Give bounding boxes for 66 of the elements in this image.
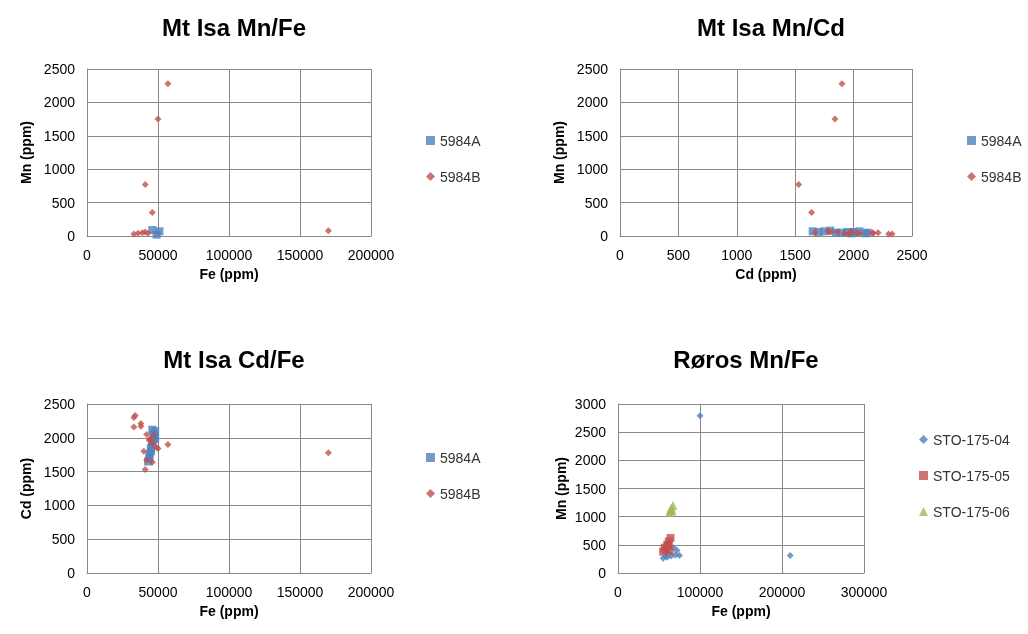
x-tick-label: 2000 [838,247,870,263]
legend-label: 5984B [440,485,481,502]
x-axis-title: Cd (ppm) [735,265,797,282]
x-axis-title: Fe (ppm) [711,602,771,619]
y-tick-label: 2000 [43,429,76,446]
y-tick-label: 1000 [576,161,609,178]
x-tick-label: 0 [614,584,623,600]
y-tick-label: 500 [51,194,76,211]
x-tick-label: 0 [616,247,625,263]
y-tick-label: 1500 [574,480,607,497]
x-tick-label: 50000 [138,584,178,600]
x-tick-label: 300000 [840,584,888,600]
legend-label: 5984A [440,449,482,466]
legend-label: STO-175-06 [933,503,1010,520]
y-axis-title: Mn (ppm) [17,121,34,184]
x-tick-label: 50000 [138,247,178,263]
y-tick-label: 1000 [43,497,76,514]
y-tick-label: 1000 [43,161,76,178]
y-tick-label: 0 [598,565,607,581]
x-tick-label: 2500 [896,247,928,263]
y-axis-title: Cd (ppm) [17,457,34,520]
y-tick-label: 500 [584,194,609,211]
x-tick-label: 100000 [205,247,253,263]
legend-label: 5984A [981,132,1023,149]
y-tick-label: 2500 [574,424,607,441]
x-tick-label: 1500 [779,247,811,263]
x-tick-label: 100000 [676,584,724,600]
y-tick-label: 3000 [574,396,607,412]
y-tick-label: 500 [582,536,607,553]
x-tick-label: 100000 [205,584,253,600]
chart-title: Mt Isa Mn/Cd [697,13,845,41]
y-axis-title: Mn (ppm) [553,457,569,520]
y-tick-label: 1000 [574,508,607,525]
y-tick-label: 2000 [43,94,76,111]
y-tick-label: 0 [67,228,76,244]
y-tick-label: 2500 [43,61,76,77]
x-tick-label: 200000 [758,584,806,600]
x-tick-label: 0 [83,247,92,263]
y-tick-label: 1500 [43,463,76,480]
legend-label: 5984B [440,168,481,185]
y-tick-label: 2000 [574,452,607,469]
chart-title: Mt Isa Mn/Fe [161,13,307,41]
y-tick-label: 2500 [576,61,609,77]
x-tick-label: 200000 [347,247,395,263]
legend-label: 5984B [981,168,1022,185]
chart-title: Mt Isa Cd/Fe [163,345,305,373]
y-tick-label: 1500 [43,127,76,144]
y-tick-label: 0 [600,228,609,244]
y-tick-label: 1500 [576,127,609,144]
y-tick-label: 2000 [576,94,609,111]
x-axis-title: Fe (ppm) [199,265,259,282]
y-tick-label: 500 [51,531,76,548]
x-tick-label: 150000 [276,247,324,263]
legend-label: STO-175-05 [933,467,1010,484]
y-tick-label: 2500 [43,396,76,412]
x-tick-label: 200000 [347,584,395,600]
x-tick-label: 150000 [276,584,324,600]
y-tick-label: 0 [67,565,76,581]
x-tick-label: 1000 [721,247,753,263]
x-axis-title: Fe (ppm) [199,602,259,619]
legend-label: STO-175-04 [933,431,1010,448]
y-axis-title: Mn (ppm) [550,121,567,184]
legend-label: 5984A [440,132,482,149]
x-tick-label: 500 [666,247,691,263]
chart-title: Røros Mn/Fe [673,345,819,373]
x-tick-label: 0 [83,584,92,600]
